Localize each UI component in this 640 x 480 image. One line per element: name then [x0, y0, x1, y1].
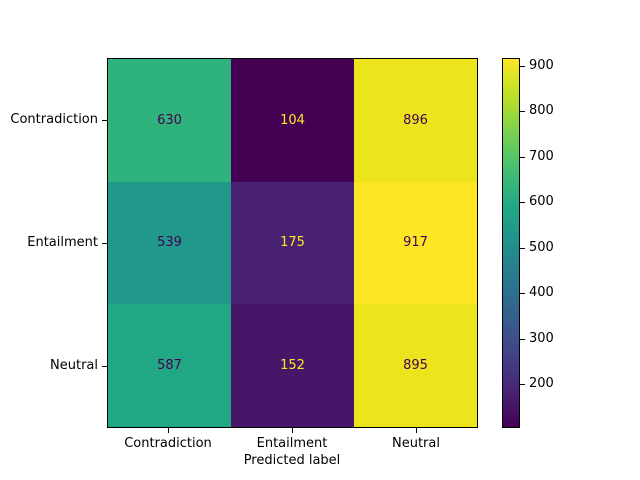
heatmap: 630 104 896 539 175 917 587 152 895 [107, 58, 478, 428]
heatmap-cell-r1c2: 917 [354, 181, 477, 305]
colorbar-tick-mark [520, 339, 525, 340]
colorbar-tick-label: 200 [529, 376, 554, 391]
x-tick-mark [416, 428, 417, 433]
heatmap-cell-r2c0: 587 [108, 304, 231, 427]
y-tick-label-entailment: Entailment [27, 235, 98, 250]
x-tick-mark [168, 428, 169, 433]
heatmap-cell-r0c2: 896 [354, 59, 477, 182]
colorbar-tick-mark [520, 384, 525, 385]
colorbar-tick-label: 300 [529, 331, 554, 346]
colorbar-tick-mark [520, 157, 525, 158]
heatmap-cell-r1c1: 175 [231, 181, 354, 305]
heatmap-cell-r2c1: 152 [231, 304, 354, 427]
y-tick-label-contradiction: Contradiction [10, 112, 98, 127]
x-tick-label-neutral: Neutral [392, 436, 440, 451]
colorbar-tick-label: 400 [529, 285, 554, 300]
x-tick-label-entailment: Entailment [256, 436, 328, 451]
colorbar-tick-mark [520, 66, 525, 67]
colorbar-tick-mark [520, 293, 525, 294]
colorbar-tick-mark [520, 111, 525, 112]
colorbar-tick-mark [520, 248, 525, 249]
heatmap-cell-r0c1: 104 [231, 59, 354, 182]
colorbar-tick-label: 600 [529, 194, 554, 209]
heatmap-cell-r0c0: 630 [108, 59, 231, 182]
colorbar-tick-label: 800 [529, 103, 554, 118]
x-tick-mark [292, 428, 293, 433]
y-tick-mark [102, 243, 107, 244]
x-tick-label-contradiction: Contradiction [124, 436, 212, 451]
colorbar [502, 58, 520, 428]
colorbar-tick-mark [520, 202, 525, 203]
heatmap-cell-r2c2: 895 [354, 304, 477, 427]
y-tick-mark [102, 366, 107, 367]
colorbar-tick-label: 900 [529, 58, 554, 73]
y-tick-mark [102, 120, 107, 121]
heatmap-cell-r1c0: 539 [108, 181, 231, 305]
colorbar-tick-label: 500 [529, 240, 554, 255]
x-axis-label: Predicted label [243, 453, 341, 468]
y-tick-label-neutral: Neutral [50, 358, 98, 373]
colorbar-tick-label: 700 [529, 149, 554, 164]
